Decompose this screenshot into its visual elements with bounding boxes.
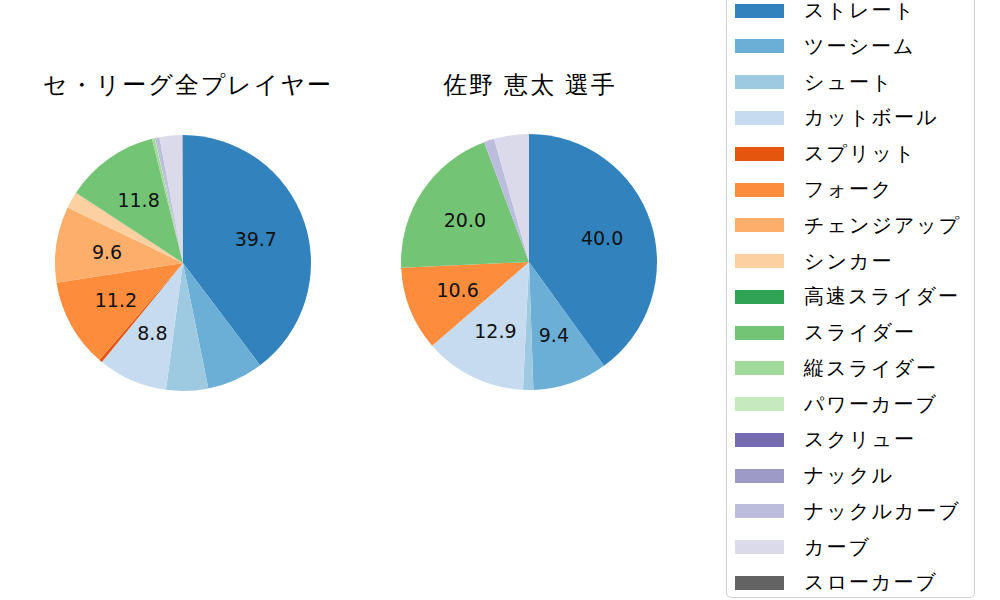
legend-swatch-split [735,147,784,161]
legend-item-knuckle-curve: ナックルカーブ [735,493,961,529]
legend-item-changeup: チェンジアップ [735,207,961,243]
legend-swatch-fork [735,183,784,197]
legend-swatch-screw [735,433,784,447]
legend-swatch-slow-curve [735,576,784,590]
legend-label-fast-slider: 高速スライダー [804,283,960,310]
pie0-percent-label-changeup: 9.6 [92,241,122,263]
legend-label-knuckle-curve: ナックルカーブ [804,498,961,525]
legend-label-screw: スクリュー [804,426,916,453]
legend-item-screw: スクリュー [735,422,916,458]
legend-swatch-curve [735,540,784,554]
legend-swatch-knuckle-curve [735,504,784,518]
legend-label-vertical-slider: 縦スライダー [804,355,938,382]
legend-label-fork: フォーク [804,176,893,203]
pie1-percent-label-cutball: 12.9 [474,320,516,342]
legend-swatch-vertical-slider [735,361,784,375]
legend-item-two-seam: ツーシーム [735,28,915,64]
pie1-percent-label-straight: 40.0 [581,227,623,249]
legend-label-slider: スライダー [804,319,916,346]
legend-label-sinker: シンカー [804,248,893,275]
legend-label-knuckle: ナックル [804,462,894,489]
legend-item-straight: ストレート [735,0,916,29]
legend-label-two-seam: ツーシーム [804,33,915,60]
pie0-percent-label-cutball: 8.8 [137,322,167,344]
legend-swatch-power-curve [735,397,784,411]
pie0-percent-label-straight: 39.7 [235,228,277,250]
legend-item-knuckle: ナックル [735,458,894,494]
legend-label-power-curve: パワーカーブ [804,391,938,418]
legend-label-cutball: カットボール [804,104,938,131]
legend-item-sinker: シンカー [735,243,893,279]
pie0-percent-label-fork: 11.2 [95,289,137,311]
pitch-type-legend: ストレートツーシームシュートカットボールスプリットフォークチェンジアップシンカー… [726,0,975,598]
legend-item-vertical-slider: 縦スライダー [735,350,938,386]
legend-label-shoot: シュート [804,69,893,96]
legend-item-shoot: シュート [735,64,893,100]
legend-swatch-knuckle [735,469,784,483]
pie1-percent-label-two-seam: 9.4 [539,324,569,346]
pie0-percent-label-slider: 11.8 [117,189,159,211]
legend-item-slow-curve: スローカーブ [735,565,938,600]
pie1-percent-label-slider: 20.0 [444,209,486,231]
pitch-distribution-page: { "page": {"background": "#ffffff"}, "pi… [0,0,1000,600]
legend-swatch-changeup [735,218,784,232]
legend-swatch-fast-slider [735,290,784,304]
legend-label-straight: ストレート [804,0,916,24]
legend-swatch-slider [735,326,784,340]
legend-item-curve: カーブ [735,529,871,565]
legend-label-split: スプリット [804,140,916,167]
legend-item-fast-slider: 高速スライダー [735,279,960,315]
legend-label-slow-curve: スローカーブ [804,569,938,596]
legend-swatch-shoot [735,75,784,89]
legend-swatch-straight [735,4,784,18]
legend-label-changeup: チェンジアップ [804,212,961,239]
legend-item-power-curve: パワーカーブ [735,386,938,422]
legend-swatch-sinker [735,254,784,268]
legend-item-cutball: カットボール [735,100,938,136]
legend-label-curve: カーブ [804,534,871,561]
legend-item-split: スプリット [735,136,916,172]
legend-item-fork: フォーク [735,172,893,208]
legend-swatch-cutball [735,111,784,125]
legend-swatch-two-seam [735,39,784,53]
legend-item-slider: スライダー [735,315,916,351]
pie1-percent-label-fork: 10.6 [436,279,478,301]
